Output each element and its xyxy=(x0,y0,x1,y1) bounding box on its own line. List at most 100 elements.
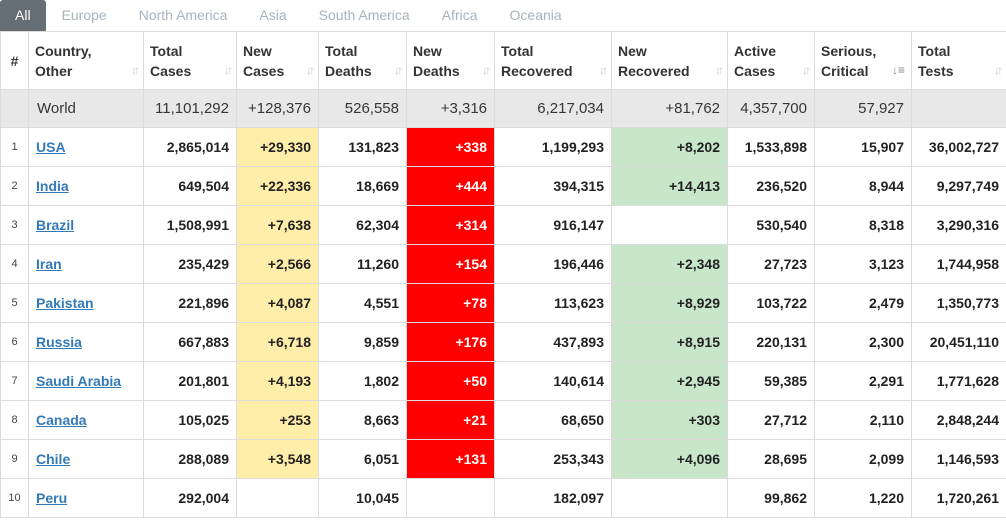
row-index: 10 xyxy=(0,478,29,518)
sort-arrows-icon[interactable]: ↓↑ xyxy=(306,63,315,77)
total-recovered-cell: 196,446 xyxy=(494,244,612,284)
active-cases-cell: 1,533,898 xyxy=(727,127,815,167)
sort-arrows-icon[interactable]: ↓↑ xyxy=(715,63,724,77)
header-serious-critical[interactable]: Serious, Critical ↓≡ xyxy=(814,31,912,90)
total-recovered-cell: 6,217,034 xyxy=(494,89,612,128)
active-cases-cell: 28,695 xyxy=(727,439,815,479)
header-new-recovered-line1: New xyxy=(618,42,647,59)
country-link[interactable]: Saudi Arabia xyxy=(36,373,122,389)
header-total-recovered[interactable]: Total Recovered ↓↑ xyxy=(494,31,612,90)
sort-arrows-icon[interactable]: ↓↑ xyxy=(994,63,1003,77)
new-recovered-cell: +14,413 xyxy=(611,166,728,206)
total-deaths-cell: 18,669 xyxy=(318,166,407,206)
country-cell: Russia xyxy=(28,322,144,362)
tab-all[interactable]: All xyxy=(0,0,46,31)
header-total-cases[interactable]: Total Cases ↓↑ xyxy=(143,31,237,90)
total-recovered-cell: 113,623 xyxy=(494,283,612,323)
total-recovered-cell: 68,650 xyxy=(494,400,612,440)
header-new-deaths[interactable]: New Deaths ↓↑ xyxy=(406,31,495,90)
table-row: 8 Canada 105,025 +253 8,663 +21 68,650 +303 27,7… xyxy=(0,400,1006,440)
country-cell: Peru xyxy=(28,478,144,518)
row-index: 3 xyxy=(0,205,29,245)
row-index: 7 xyxy=(0,361,29,401)
header-total-recovered-line2: Recovered xyxy=(501,62,573,79)
country-link[interactable]: USA xyxy=(36,139,66,155)
total-tests-cell: 20,451,110 xyxy=(911,322,1006,362)
total-cases-cell: 292,004 xyxy=(143,478,237,518)
new-recovered-cell: +303 xyxy=(611,400,728,440)
country-link[interactable]: Peru xyxy=(36,490,68,506)
header-total-tests-line2: Tests xyxy=(918,62,954,79)
country-link[interactable]: Canada xyxy=(36,412,87,428)
header-country[interactable]: Country, Other ↓↑ xyxy=(28,31,144,90)
country-link[interactable]: Brazil xyxy=(36,217,75,233)
header-active-cases[interactable]: Active Cases ↓↑ xyxy=(727,31,815,90)
country-cell: Chile xyxy=(28,439,144,479)
table-row: 5 Pakistan 221,896 +4,087 4,551 +78 113,623 +8,… xyxy=(0,283,1006,323)
serious-critical-cell: 2,110 xyxy=(814,400,912,440)
total-cases-cell: 221,896 xyxy=(143,283,237,323)
world-row: World 11,101,292 +128,376 526,558 +3,316… xyxy=(0,89,1006,128)
total-recovered-cell: 140,614 xyxy=(494,361,612,401)
serious-critical-cell: 2,479 xyxy=(814,283,912,323)
sort-arrows-icon[interactable]: ↓↑ xyxy=(482,63,491,77)
total-recovered-cell: 1,199,293 xyxy=(494,127,612,167)
total-cases-cell: 235,429 xyxy=(143,244,237,284)
sort-arrows-icon[interactable]: ↓↑ xyxy=(599,63,608,77)
header-new-cases[interactable]: New Cases ↓↑ xyxy=(236,31,319,90)
sort-descending-icon[interactable]: ↓≡ xyxy=(891,63,905,77)
tab-asia[interactable]: Asia xyxy=(259,7,287,23)
sort-arrows-icon[interactable]: ↓↑ xyxy=(224,63,233,77)
total-tests-cell xyxy=(911,89,1006,128)
table-row: 9 Chile 288,089 +3,548 6,051 +131 253,343 +4,09… xyxy=(0,439,1006,479)
table-row: 3 Brazil 1,508,991 +7,638 62,304 +314 916,147 5… xyxy=(0,205,1006,245)
total-recovered-cell: 394,315 xyxy=(494,166,612,206)
sort-arrows-icon[interactable]: ↓↑ xyxy=(131,63,140,77)
country-cell: Pakistan xyxy=(28,283,144,323)
total-deaths-cell: 1,802 xyxy=(318,361,407,401)
row-index: 6 xyxy=(0,322,29,362)
header-total-deaths[interactable]: Total Deaths ↓↑ xyxy=(318,31,407,90)
new-deaths-cell: +176 xyxy=(406,322,495,362)
header-serious-critical-line1: Serious, xyxy=(821,42,877,59)
total-tests-cell: 36,002,727 xyxy=(911,127,1006,167)
new-cases-cell xyxy=(236,478,319,518)
sort-arrows-icon[interactable]: ↓↑ xyxy=(394,63,403,77)
row-index: 9 xyxy=(0,439,29,479)
country-link[interactable]: India xyxy=(36,178,69,194)
country-link[interactable]: Russia xyxy=(36,334,82,350)
serious-critical-cell: 8,944 xyxy=(814,166,912,206)
table-row: 6 Russia 667,883 +6,718 9,859 +176 437,893 +8,9… xyxy=(0,322,1006,362)
new-cases-cell: +29,330 xyxy=(236,127,319,167)
country-name: World xyxy=(28,89,144,128)
total-tests-cell: 9,297,749 xyxy=(911,166,1006,206)
total-deaths-cell: 62,304 xyxy=(318,205,407,245)
new-recovered-cell: +81,762 xyxy=(611,89,728,128)
new-recovered-cell xyxy=(611,478,728,518)
sort-arrows-icon[interactable]: ↓↑ xyxy=(802,63,811,77)
tab-europe[interactable]: Europe xyxy=(61,7,107,23)
total-tests-cell: 1,720,261 xyxy=(911,478,1006,518)
header-total-deaths-line2: Deaths xyxy=(325,62,372,79)
country-cell: Saudi Arabia xyxy=(28,361,144,401)
country-link[interactable]: Iran xyxy=(36,256,62,272)
total-recovered-cell: 182,097 xyxy=(494,478,612,518)
country-link[interactable]: Pakistan xyxy=(36,295,94,311)
tab-oceania[interactable]: Oceania xyxy=(509,7,562,23)
new-deaths-cell: +338 xyxy=(406,127,495,167)
header-new-recovered[interactable]: New Recovered ↓↑ xyxy=(611,31,728,90)
tab-north-america[interactable]: North America xyxy=(138,7,228,23)
tab-south-america[interactable]: South America xyxy=(318,7,410,23)
tab-africa[interactable]: Africa xyxy=(441,7,478,23)
country-link[interactable]: Chile xyxy=(36,451,71,467)
country-cell: India xyxy=(28,166,144,206)
header-total-cases-line2: Cases xyxy=(150,62,192,79)
header-total-deaths-line1: Total xyxy=(325,42,358,59)
total-cases-cell: 649,504 xyxy=(143,166,237,206)
new-cases-cell: +2,566 xyxy=(236,244,319,284)
active-cases-cell: 59,385 xyxy=(727,361,815,401)
header-total-tests[interactable]: Total Tests ↓↑ xyxy=(911,31,1006,90)
table-row: 1 USA 2,865,014 +29,330 131,823 +338 1,199,293… xyxy=(0,127,1006,167)
table-header-row: # Country, Other ↓↑ Total Cases ↓↑ New Cases ↓… xyxy=(0,31,1006,90)
new-recovered-cell: +8,202 xyxy=(611,127,728,167)
